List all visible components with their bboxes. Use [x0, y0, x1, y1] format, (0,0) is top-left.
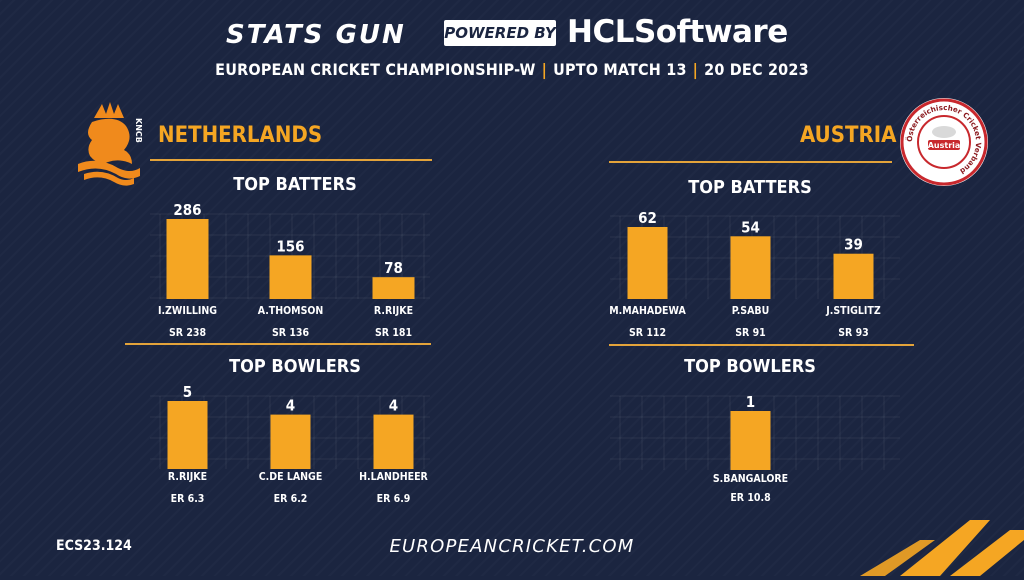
player-stat-label: SR 91: [735, 327, 766, 339]
bar: [833, 253, 874, 299]
separator: |: [541, 60, 548, 79]
player-name-label: C.DE LANGE: [259, 471, 323, 483]
player-stat-label: ER 6.3: [171, 493, 205, 505]
player-stat-label: ER 10.8: [730, 492, 770, 504]
header-brand: STATS GUN POWERED BY HCLSoftware: [0, 14, 1024, 54]
bar-chart: 5 R.RIJKE ER 6.3 4 C.DE LANGE ER 6.2 4 H.LANDHE…: [150, 383, 430, 505]
bar-value-label: 39: [844, 236, 863, 254]
knvb-lion-logo: KNCB: [74, 98, 144, 190]
chart-austria-batters: 62 M.MAHADEWA SR 112 54 P.SABU SR 91 39 J.STIGL…: [609, 208, 910, 348]
date-label: 20 DEC 2023: [704, 60, 809, 79]
website-url[interactable]: EUROPEANCRICKET.COM: [389, 536, 635, 557]
graphic-code: ECS23.124: [56, 538, 132, 554]
decorative-stripes: [840, 500, 1024, 576]
event-name: EUROPEAN CRICKET CHAMPIONSHIP-W: [215, 60, 536, 79]
match-scope: UPTO MATCH 13: [553, 60, 687, 79]
bar: [167, 401, 208, 469]
section-title-top-bowlers: TOP BOWLERS: [229, 356, 361, 377]
bar: [166, 219, 209, 299]
bar: [270, 414, 311, 469]
player-name-label: S.BANGALORE: [713, 473, 788, 485]
player-name-label: P.SABU: [732, 305, 770, 317]
bar: [627, 227, 668, 299]
divider: [150, 159, 432, 161]
player-stat-label: SR 112: [629, 327, 666, 339]
player-name-label: J.STIGLITZ: [825, 305, 881, 317]
player-name-label: H.LANDHEER: [359, 471, 428, 483]
chart-netherlands-bowlers: 5 R.RIJKE ER 6.3 4 C.DE LANGE ER 6.2 4 H.LANDHE…: [150, 383, 440, 508]
section-title-top-batters: TOP BATTERS: [688, 177, 812, 198]
player-stat-label: SR 238: [169, 327, 206, 339]
bar-value-label: 54: [741, 218, 760, 236]
bar: [269, 255, 312, 299]
separator: |: [692, 60, 699, 79]
stats-gun-logo: STATS GUN: [226, 20, 406, 50]
divider: [609, 161, 892, 163]
player-stat-label: ER 6.2: [274, 493, 308, 505]
bar-value-label: 4: [286, 397, 295, 415]
player-name-label: R.RIJKE: [168, 471, 207, 483]
bar-value-label: 62: [638, 209, 657, 227]
chart-netherlands-batters: 286 I.ZWILLING SR 238 156 A.THOMSON SR 136 78 R…: [150, 201, 440, 346]
team-name-netherlands: NETHERLANDS: [158, 123, 323, 148]
kncb-logo-text: KNCB: [134, 118, 143, 143]
bar: [730, 236, 771, 299]
bar-value-label: 286: [173, 201, 201, 219]
player-stat-label: SR 181: [375, 327, 412, 339]
page-subtitle: EUROPEAN CRICKET CHAMPIONSHIP-W | UPTO MAT…: [0, 60, 1024, 79]
bar-value-label: 5: [183, 383, 192, 401]
powered-by-badge: POWERED BY: [444, 20, 556, 46]
player-name-label: R.RIJKE: [374, 305, 413, 317]
bar: [730, 411, 771, 470]
bar-chart: 62 M.MAHADEWA SR 112 54 P.SABU SR 91 39 J.STIGL…: [609, 209, 900, 339]
player-name-label: M.MAHADEWA: [609, 305, 686, 317]
bar-value-label: 1: [746, 393, 755, 411]
section-title-top-bowlers: TOP BOWLERS: [684, 356, 816, 377]
bar-chart: 1 S.BANGALORE ER 10.8: [610, 393, 900, 504]
bar-value-label: 4: [389, 397, 398, 415]
bar: [373, 414, 414, 469]
austria-logo-text: Austria: [928, 141, 961, 150]
section-title-top-batters: TOP BATTERS: [233, 174, 357, 195]
player-name-label: I.ZWILLING: [158, 305, 217, 317]
chart-austria-bowlers: 1 S.BANGALORE ER 10.8: [610, 388, 910, 508]
player-stat-label: SR 136: [272, 327, 310, 339]
austria-cricket-logo: Österreichischer Cricket Verband Austria: [898, 96, 990, 188]
divider: [125, 343, 431, 345]
bar: [372, 277, 415, 299]
hcl-software-logo: HCLSoftware: [567, 14, 788, 50]
team-name-austria: AUSTRIA: [800, 123, 897, 148]
bar-value-label: 156: [276, 237, 304, 255]
player-stat-label: SR 93: [838, 327, 869, 339]
player-name-label: A.THOMSON: [258, 305, 324, 317]
player-stat-label: ER 6.9: [377, 493, 411, 505]
divider: [609, 344, 914, 346]
bar-chart: 286 I.ZWILLING SR 238 156 A.THOMSON SR 136 78 R…: [150, 201, 430, 339]
bar-value-label: 78: [384, 259, 403, 277]
